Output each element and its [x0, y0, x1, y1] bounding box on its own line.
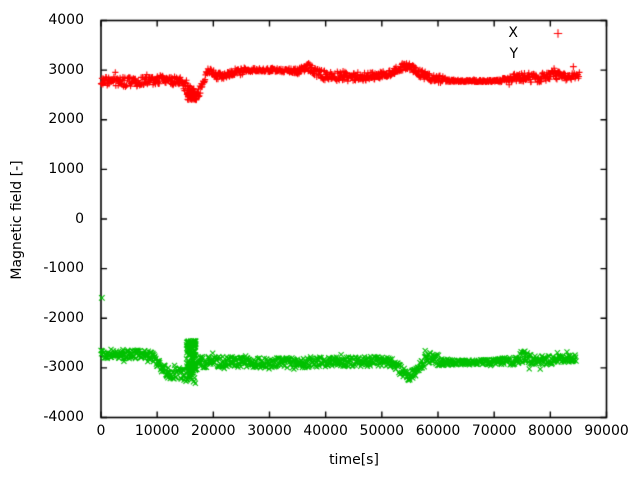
y-tick-label: 1000 — [48, 160, 84, 177]
x-tick-label: 50000 — [359, 423, 405, 439]
x-tick-label: 30000 — [247, 423, 292, 439]
legend-label-series-x: X — [508, 25, 518, 41]
y-tick-label: -2000 — [43, 309, 84, 326]
y-tick-label: -1000 — [43, 260, 84, 277]
y-tick-label: 4000 — [48, 12, 84, 28]
y-tick-label: -3000 — [43, 359, 84, 376]
x-tick-label: 60000 — [415, 423, 461, 439]
legend-label-series-y: Y — [509, 45, 518, 62]
x-axis-title: time[s] — [329, 452, 379, 468]
y-tick-label: -4000 — [43, 409, 84, 425]
x-tick-label: 0 — [96, 423, 106, 439]
y-tick-label: 0 — [75, 210, 84, 227]
x-tick-label: 70000 — [471, 423, 517, 439]
x-tick-label: 40000 — [303, 423, 348, 439]
y-tick-label: 3000 — [48, 61, 84, 78]
x-tick-label: 80000 — [528, 423, 573, 439]
x-tick-label: 20000 — [191, 423, 236, 439]
y-tick-label: 2000 — [48, 111, 84, 128]
x-tick-label: 90000 — [584, 423, 629, 439]
x-tick-label: 10000 — [134, 423, 180, 439]
